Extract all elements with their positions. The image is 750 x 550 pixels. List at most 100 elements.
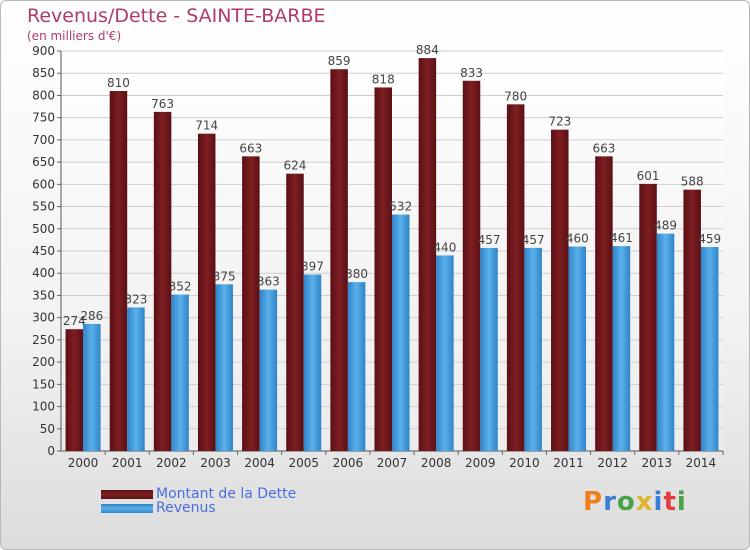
chart-subtitle: (en milliers d'€)	[27, 29, 122, 43]
bar-revenus	[171, 294, 189, 451]
bar-dette	[197, 133, 216, 451]
x-tick-label: 2014	[686, 456, 717, 470]
data-label: 723	[548, 115, 571, 129]
data-label: 460	[566, 232, 589, 246]
bar-dette	[683, 189, 701, 451]
bar-revenus	[612, 246, 631, 451]
bar-dette	[595, 156, 613, 452]
data-label: 818	[372, 72, 395, 86]
bar-revenus	[259, 289, 278, 451]
data-label: 532	[389, 200, 412, 214]
legend-label-revenus: Revenus	[156, 500, 216, 516]
y-tick-label: 300	[32, 311, 55, 325]
bar-dette	[462, 80, 481, 452]
logo-letter: i	[676, 487, 687, 517]
chart-title: Revenus/Dette - SAINTE-BARBE	[27, 5, 326, 27]
bar-dette	[374, 87, 392, 451]
logo-letter: P	[583, 487, 604, 517]
bar-dette	[418, 58, 437, 451]
x-tick-label: 2008	[421, 456, 452, 470]
y-tick-label: 550	[32, 200, 55, 214]
legend-swatch-revenus	[101, 504, 153, 513]
x-tick-label: 2004	[244, 456, 275, 470]
logo-letter: r	[603, 487, 617, 517]
y-tick-label: 150	[32, 377, 55, 391]
bar-dette	[506, 104, 525, 451]
data-label: 624	[284, 159, 307, 173]
data-label: 457	[522, 233, 545, 247]
data-label: 601	[637, 169, 660, 183]
y-tick-label: 850	[32, 66, 55, 80]
x-tick-label: 2006	[333, 456, 364, 470]
y-tick-label: 650	[32, 155, 55, 169]
bar-dette	[330, 69, 348, 451]
y-tick-label: 500	[32, 222, 55, 236]
y-tick-label: 200	[32, 355, 55, 369]
y-tick-label: 800	[32, 88, 55, 102]
y-tick-label: 700	[32, 133, 55, 147]
proxiti-logo: Proxiti	[583, 487, 687, 517]
logo-letter: x	[635, 487, 654, 517]
data-label: 363	[257, 275, 280, 289]
bar-revenus	[436, 255, 454, 451]
y-tick-label: 0	[47, 444, 55, 458]
x-tick-label: 2011	[553, 456, 584, 470]
bar-revenus	[303, 274, 322, 451]
x-tick-label: 2012	[597, 456, 628, 470]
data-label: 489	[654, 219, 677, 233]
data-label: 714	[195, 119, 218, 133]
bar-dette	[242, 156, 260, 452]
bar-dette	[153, 111, 172, 451]
data-label: 461	[610, 231, 633, 245]
data-label: 810	[107, 76, 130, 90]
bar-revenus	[656, 233, 675, 451]
x-tick-label: 2000	[68, 456, 99, 470]
data-label: 663	[592, 141, 615, 155]
data-label: 380	[345, 267, 368, 281]
bar-dette	[639, 183, 657, 451]
bar-revenus	[127, 307, 145, 451]
bar-dette	[109, 91, 128, 451]
bar-revenus	[392, 214, 410, 451]
data-label: 663	[239, 141, 262, 155]
y-tick-label: 50	[40, 422, 55, 436]
x-tick-label: 2002	[156, 456, 187, 470]
y-tick-label: 400	[32, 266, 55, 280]
legend-label-dette: Montant de la Dette	[156, 486, 297, 502]
bar-revenus	[480, 247, 498, 451]
bar-revenus	[215, 284, 233, 451]
data-label: 286	[80, 309, 103, 323]
x-tick-label: 2003	[200, 456, 231, 470]
legend-swatch-dette	[101, 490, 153, 499]
y-tick-label: 900	[32, 44, 55, 58]
x-tick-label: 2010	[509, 456, 540, 470]
data-label: 375	[213, 269, 236, 283]
data-label: 884	[416, 43, 439, 57]
y-tick-label: 750	[32, 111, 55, 125]
bar-revenus	[347, 282, 366, 451]
bar-revenus	[700, 247, 719, 451]
logo-letter: i	[653, 487, 664, 517]
y-tick-label: 600	[32, 177, 55, 191]
data-label: 440	[433, 240, 456, 254]
x-tick-label: 2013	[642, 456, 673, 470]
bar-dette	[65, 329, 84, 451]
data-label: 274	[63, 314, 86, 328]
bar-revenus	[83, 323, 101, 451]
logo-letter: t	[663, 487, 677, 517]
x-tick-label: 2001	[112, 456, 143, 470]
data-label: 588	[681, 175, 704, 189]
data-label: 397	[301, 260, 324, 274]
data-label: 323	[124, 292, 147, 306]
data-label: 352	[169, 280, 192, 294]
y-tick-label: 250	[32, 333, 55, 347]
bar-dette	[551, 129, 569, 451]
data-label: 780	[504, 89, 527, 103]
data-label: 859	[328, 54, 351, 68]
x-tick-label: 2007	[377, 456, 408, 470]
y-tick-label: 350	[32, 288, 55, 302]
data-label: 459	[698, 232, 721, 246]
data-label: 763	[151, 97, 174, 111]
